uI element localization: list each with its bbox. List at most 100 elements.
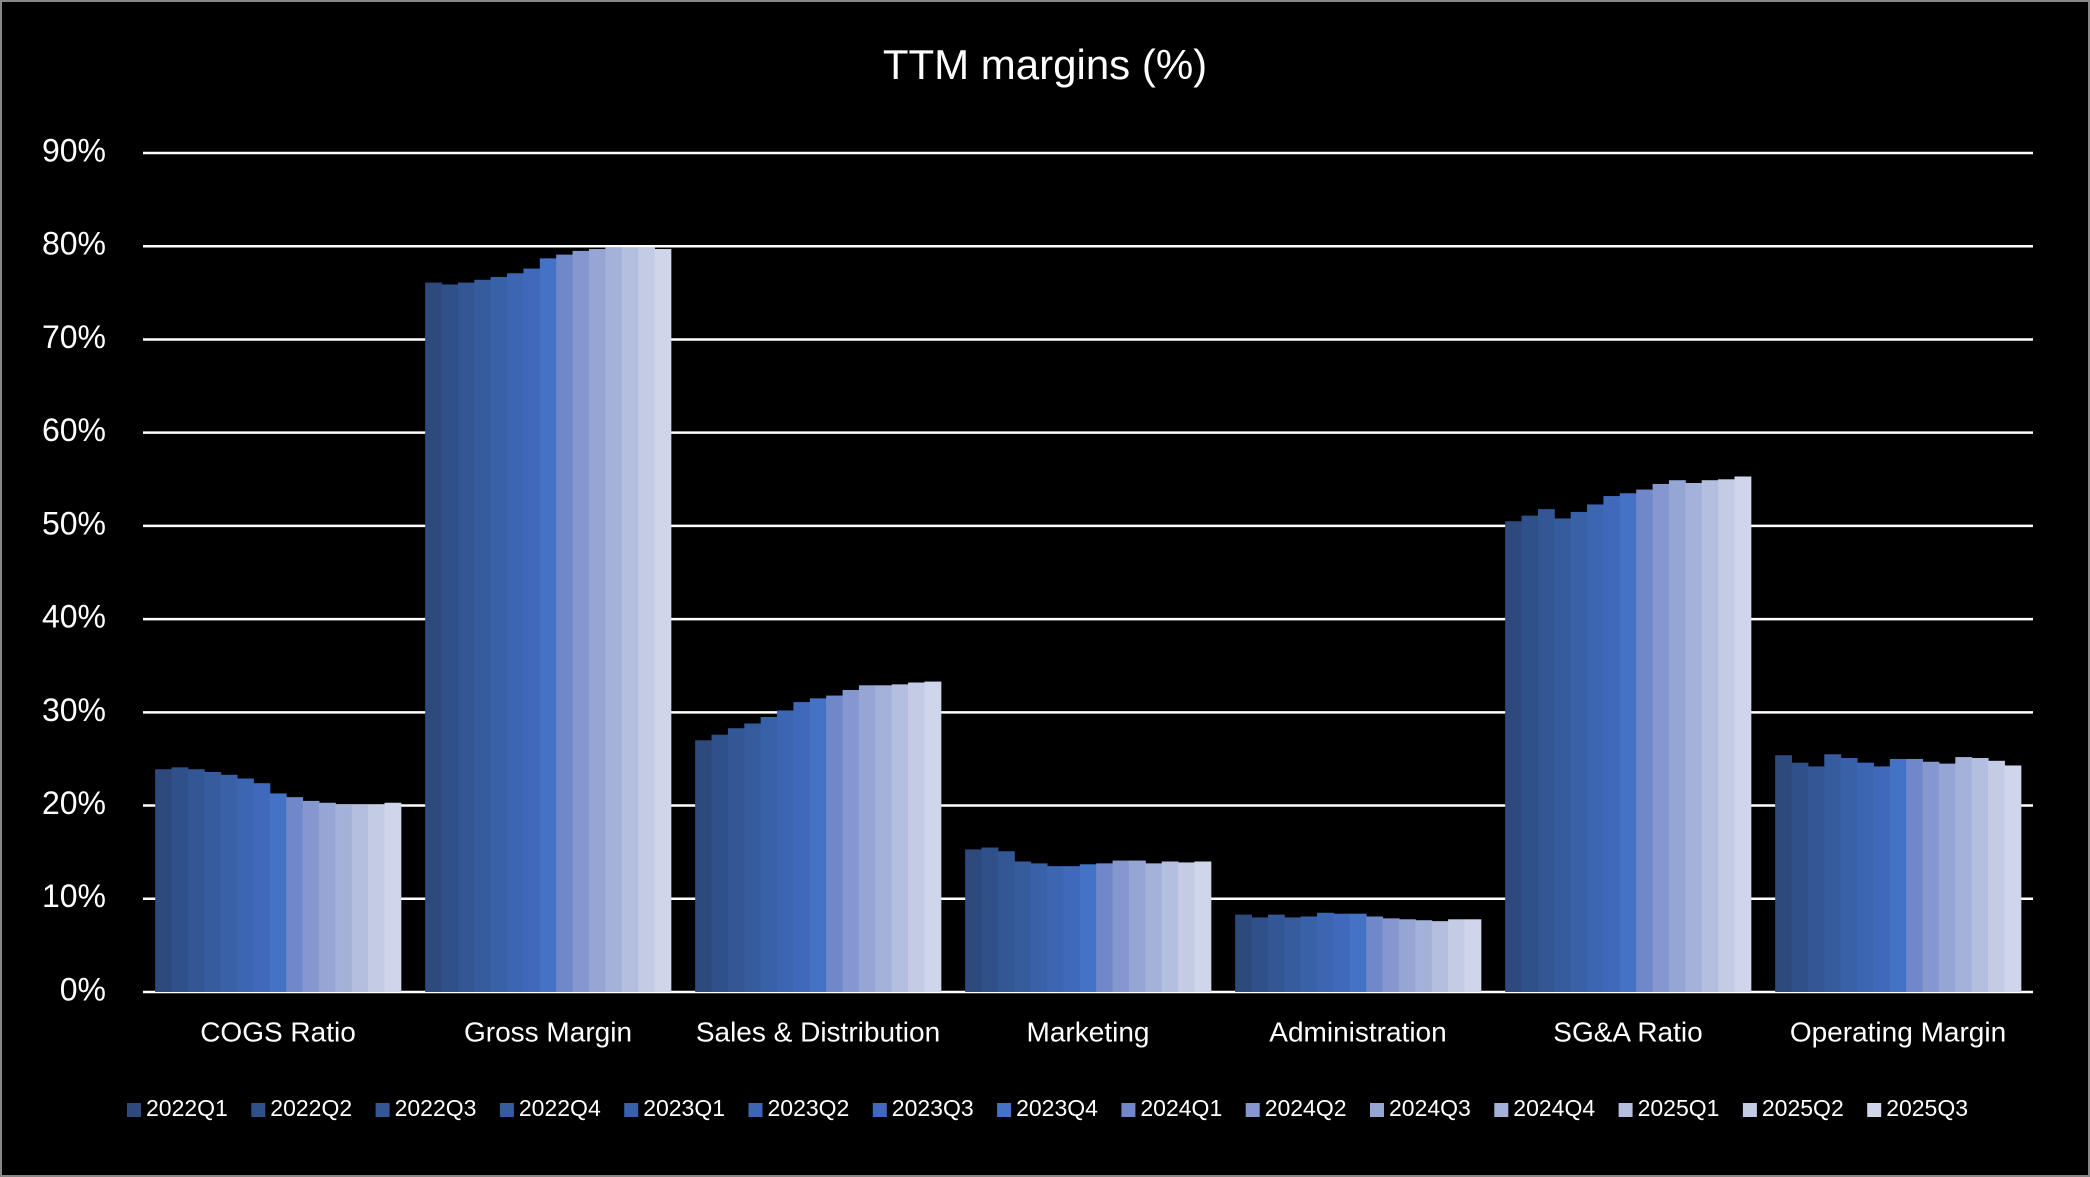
- legend-swatch: [1494, 1103, 1509, 1117]
- bar: [1652, 483, 1670, 992]
- y-tick-label: 70%: [42, 319, 106, 355]
- legend-swatch: [748, 1103, 763, 1117]
- bar: [269, 793, 287, 992]
- bar: [155, 769, 173, 992]
- bar: [187, 769, 205, 992]
- bar: [1128, 860, 1146, 992]
- y-tick-label: 40%: [42, 599, 106, 635]
- legend-swatch: [1121, 1103, 1136, 1117]
- bar: [1807, 766, 1825, 992]
- bar: [1178, 862, 1195, 992]
- bar: [1922, 761, 1940, 992]
- bar: [981, 847, 999, 992]
- bar: [441, 284, 459, 992]
- y-tick-label: 60%: [42, 412, 106, 448]
- bar: [1988, 760, 2005, 992]
- bar: [826, 695, 844, 992]
- bar: [1431, 921, 1449, 992]
- bar: [1333, 913, 1351, 992]
- bar: [490, 276, 508, 992]
- bar: [351, 804, 369, 992]
- bar: [875, 685, 893, 992]
- bar: [1955, 757, 1973, 992]
- bar: [1537, 509, 1555, 992]
- bar: [727, 728, 745, 992]
- bar: [1636, 489, 1654, 992]
- bar: [1382, 918, 1400, 992]
- bar: [1619, 493, 1637, 992]
- bar: [572, 250, 590, 993]
- legend-label: 2025Q3: [1886, 1095, 1968, 1121]
- bar: [1063, 866, 1081, 992]
- bar: [1889, 758, 1907, 992]
- bar: [1014, 861, 1032, 992]
- bar: [1873, 766, 1891, 992]
- legend-label: 2023Q4: [1016, 1095, 1098, 1121]
- bar: [924, 681, 942, 992]
- bar: [1112, 860, 1130, 992]
- x-tick-label: COGS Ratio: [200, 1016, 356, 1047]
- bar: [1587, 504, 1604, 992]
- legend-label: 2023Q3: [892, 1095, 974, 1121]
- legend-swatch: [624, 1103, 639, 1117]
- legend-label: 2023Q2: [768, 1095, 850, 1121]
- bar: [539, 258, 557, 992]
- bar: [1521, 515, 1539, 992]
- bar: [858, 685, 876, 992]
- bar: [1505, 521, 1523, 992]
- bar: [425, 282, 443, 993]
- bar: [1096, 863, 1114, 992]
- legend-swatch: [251, 1103, 266, 1117]
- bar: [1701, 480, 1719, 992]
- bar: [253, 783, 271, 992]
- bar: [1824, 754, 1842, 992]
- bar: [1448, 919, 1465, 992]
- legend-swatch: [872, 1103, 887, 1117]
- y-tick-label: 80%: [42, 226, 106, 262]
- bar: [793, 702, 811, 992]
- bar: [1047, 866, 1064, 992]
- bar: [1857, 762, 1874, 992]
- bar: [1906, 758, 1924, 992]
- legend-swatch: [499, 1103, 514, 1117]
- x-tick-label: Marketing: [1027, 1016, 1150, 1047]
- bar: [1971, 758, 1989, 992]
- bar: [1791, 762, 1809, 992]
- bar: [384, 802, 402, 992]
- legend-swatch: [997, 1103, 1012, 1117]
- legend-swatch: [1370, 1103, 1384, 1117]
- bar: [760, 716, 778, 992]
- bar: [621, 247, 639, 993]
- bar: [809, 698, 827, 992]
- legend-swatch: [375, 1103, 390, 1117]
- chart-title: TTM margins (%): [883, 41, 1207, 88]
- y-tick-label: 0%: [60, 971, 106, 1007]
- bar: [335, 804, 353, 992]
- legend-swatch: [127, 1103, 141, 1117]
- bar: [588, 249, 606, 992]
- bar: [638, 247, 655, 993]
- y-tick-label: 30%: [42, 692, 106, 728]
- bar: [457, 282, 475, 993]
- bar: [1145, 863, 1163, 992]
- y-tick-label: 90%: [42, 132, 106, 168]
- x-tick-label: Administration: [1269, 1016, 1446, 1047]
- x-tick-label: Sales & Distribution: [696, 1016, 940, 1047]
- bar: [507, 273, 524, 992]
- bar: [695, 740, 713, 992]
- bar: [1349, 913, 1367, 992]
- bar: [965, 849, 983, 992]
- bar: [1366, 916, 1384, 992]
- legend-swatch: [1245, 1103, 1260, 1117]
- bar: [1235, 914, 1253, 992]
- bar: [286, 797, 304, 992]
- bar: [1251, 917, 1269, 992]
- bar: [1267, 914, 1285, 992]
- legend-label: 2022Q2: [270, 1095, 352, 1121]
- legend-swatch: [1618, 1103, 1633, 1117]
- bar: [891, 684, 909, 992]
- bar: [2004, 765, 2022, 992]
- bar: [204, 771, 222, 992]
